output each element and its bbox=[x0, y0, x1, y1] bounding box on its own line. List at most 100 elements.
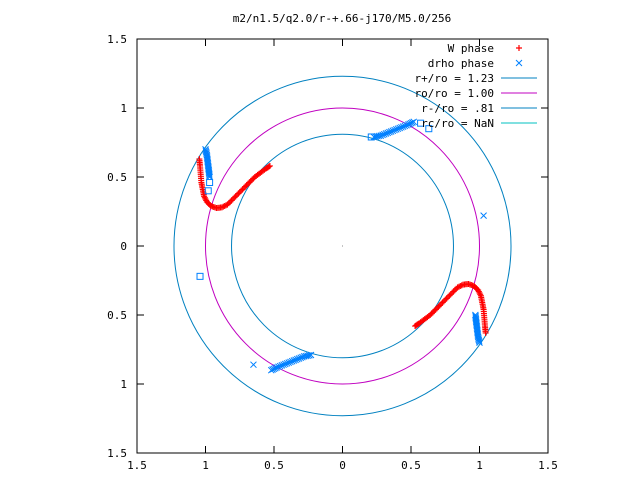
drho-phase-point bbox=[293, 355, 301, 363]
drho-phase-point bbox=[472, 311, 479, 319]
w-phase-point bbox=[229, 196, 236, 203]
w-phase-point bbox=[460, 281, 467, 288]
w-phase-point bbox=[412, 323, 419, 330]
drho-phase-point bbox=[267, 366, 275, 374]
w-phase-point bbox=[447, 291, 454, 298]
drho-phase-point bbox=[290, 357, 298, 364]
x-tick-label: 0 bbox=[339, 459, 346, 472]
data-points bbox=[196, 118, 489, 374]
center-point bbox=[342, 245, 343, 247]
x-tick-label: 0.5 bbox=[401, 459, 421, 472]
x-tick-label: 1.5 bbox=[538, 459, 558, 472]
w-phase-point bbox=[201, 194, 208, 201]
square-point bbox=[196, 272, 204, 280]
drho-phase-point bbox=[391, 126, 398, 134]
drho-phase-point bbox=[205, 170, 213, 178]
w-phase-point bbox=[242, 183, 249, 190]
w-phase-point bbox=[228, 197, 235, 204]
drho-phase-point bbox=[377, 132, 385, 139]
w-phase-point bbox=[265, 163, 272, 170]
reference-circle bbox=[173, 75, 512, 417]
y-tick-label: 0.5 bbox=[107, 171, 127, 184]
drho-phase-point bbox=[250, 361, 257, 369]
drho-phase-point bbox=[399, 123, 407, 130]
drho-phase-point bbox=[295, 355, 303, 362]
x-tick-label: 1.5 bbox=[127, 459, 147, 472]
drho-phase-point bbox=[287, 358, 294, 366]
w-phase-point bbox=[436, 302, 443, 309]
w-phase-point bbox=[240, 185, 247, 192]
y-tick-label: 1.5 bbox=[107, 33, 127, 46]
w-phase-point bbox=[444, 294, 451, 301]
w-phase-point bbox=[438, 300, 445, 307]
w-phase-point bbox=[221, 202, 228, 209]
w-phase-point bbox=[446, 292, 453, 299]
legend-marker bbox=[516, 45, 522, 51]
drho-phase-point bbox=[206, 173, 213, 181]
w-phase-point bbox=[232, 193, 239, 200]
w-phase-point bbox=[202, 196, 209, 203]
y-tick-label: 1 bbox=[120, 378, 127, 391]
w-phase-point bbox=[457, 283, 464, 290]
drho-phase-point bbox=[387, 128, 395, 135]
w-phase-point bbox=[224, 201, 231, 208]
x-tick-label: 1 bbox=[476, 459, 483, 472]
w-phase-point bbox=[435, 303, 442, 310]
w-phase-point bbox=[249, 176, 256, 183]
drho-phase-point bbox=[297, 354, 305, 362]
legend-label: ro/ro = 1.00 bbox=[415, 87, 494, 100]
w-phase-point bbox=[450, 288, 457, 295]
drho-phase-point bbox=[472, 314, 480, 322]
drho-phase-point bbox=[386, 128, 393, 136]
w-phase-point bbox=[220, 203, 227, 210]
drho-phase-point bbox=[398, 123, 405, 131]
y-axis: 1.5 1 0.5 0 0.5 1 1.5 bbox=[107, 33, 548, 460]
w-phase-point bbox=[442, 296, 449, 303]
y-tick-label: 1.5 bbox=[107, 447, 127, 460]
x-tick-label: 1 bbox=[202, 459, 209, 472]
legend-label: r-/ro = .81 bbox=[421, 102, 494, 115]
w-phase-point bbox=[477, 291, 484, 298]
drho-phase-point bbox=[300, 353, 308, 360]
w-phase-point bbox=[227, 198, 234, 205]
w-phase-point bbox=[239, 186, 246, 193]
drho-phase-point bbox=[276, 362, 284, 370]
legend-marker bbox=[515, 59, 523, 67]
w-phase-point bbox=[413, 322, 420, 329]
x-axis: 1.5 1 0.5 0 0.5 1 1.5 bbox=[127, 39, 558, 472]
w-phase-point bbox=[458, 282, 465, 289]
legend-label: W phase bbox=[448, 42, 494, 55]
w-phase-point bbox=[266, 162, 273, 169]
w-phase-point bbox=[236, 189, 243, 196]
w-phase-point bbox=[432, 306, 439, 313]
drho-phase-point bbox=[472, 313, 479, 320]
w-phase-point bbox=[434, 305, 441, 312]
drho-phase-point bbox=[410, 118, 418, 126]
reference-circles bbox=[173, 75, 512, 417]
drho-phase-point bbox=[392, 126, 400, 133]
w-phase-point bbox=[225, 200, 232, 207]
chart-title: m2/n1.5/q2.0/r-+.66-j170/M5.0/256 bbox=[233, 12, 452, 25]
drho-phase-point bbox=[280, 361, 287, 369]
y-tick-label: 0 bbox=[120, 240, 127, 253]
legend: W phase drho phase r+/ro = 1.23 ro/ro = 1.0… bbox=[415, 42, 537, 130]
drho-phase-point bbox=[401, 122, 409, 130]
drho-phase-point bbox=[380, 130, 388, 138]
w-phase-point bbox=[231, 194, 238, 201]
w-phase-point bbox=[453, 285, 460, 292]
drho-phase-point bbox=[283, 359, 291, 367]
w-phase-point bbox=[476, 289, 483, 296]
square-point bbox=[417, 119, 425, 127]
x-tick-label: 0.5 bbox=[264, 459, 284, 472]
w-phase-point bbox=[247, 178, 254, 185]
y-tick-label: 1 bbox=[120, 102, 127, 115]
w-phase-point bbox=[454, 284, 461, 291]
drho-phase-point bbox=[278, 362, 286, 369]
legend-label: drho phase bbox=[428, 57, 494, 70]
reference-circle bbox=[231, 133, 454, 359]
legend-label: r+/ro = 1.23 bbox=[415, 72, 494, 85]
drho-phase-point bbox=[382, 130, 390, 137]
drho-phase-point bbox=[384, 129, 392, 137]
drho-phase-point bbox=[396, 124, 404, 132]
